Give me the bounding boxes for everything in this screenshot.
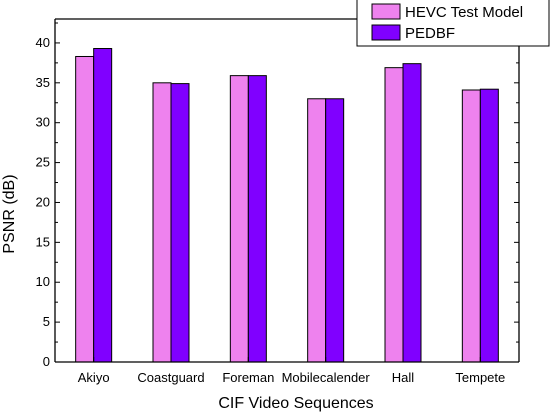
- bar-tempete-pedbf: [479, 88, 499, 363]
- axes-group: [54, 18, 520, 363]
- y-tick-label: 5: [43, 314, 50, 329]
- y-tick-label: 40: [36, 35, 50, 50]
- bar-coastguard-hevc: [152, 82, 172, 363]
- x-axis-title: CIF Video Sequences: [218, 395, 373, 412]
- x-tick-label-coastguard: Coastguard: [137, 370, 204, 385]
- bar-foreman-hevc: [229, 75, 249, 363]
- y-tick-label: 15: [36, 234, 50, 249]
- y-tick-label: 20: [36, 194, 50, 209]
- ticks-group: 0 5 10 15 20 25 30 35 40 Akiyo Coastguard Foreman Mo…: [36, 22, 519, 385]
- y-tick-label: 25: [36, 155, 50, 170]
- bar-akiyo-hevc: [75, 55, 95, 363]
- x-tick-label-tempete: Tempete: [455, 370, 505, 385]
- bar-hall-hevc: [384, 67, 404, 363]
- bar-mobilecalender-hevc: [307, 98, 327, 363]
- legend-label-pedbf: PEDBF: [405, 25, 455, 42]
- bar-hall-pedbf: [402, 63, 422, 363]
- legend: HEVC Test Model PEDBF: [356, 0, 550, 47]
- legend-swatch-pedbf: [371, 24, 401, 41]
- bar-mobilecalender-pedbf: [325, 98, 345, 363]
- y-tick-label: 30: [36, 115, 50, 130]
- bar-coastguard-pedbf: [170, 83, 190, 363]
- legend-swatch-hevc: [371, 3, 401, 20]
- y-tick-label: 10: [36, 274, 50, 289]
- y-tick-label: 0: [43, 354, 50, 369]
- bar-akiyo-pedbf: [93, 48, 113, 363]
- legend-label-hevc: HEVC Test Model: [405, 4, 523, 21]
- y-axis-title: PSNR (dB): [1, 174, 18, 253]
- x-tick-label-akiyo: Akiyo: [78, 370, 110, 385]
- x-tick-label-mobilecalender: Mobilecalender: [282, 370, 371, 385]
- x-tick-label-foreman: Foreman: [222, 370, 274, 385]
- bars-group: [75, 48, 499, 363]
- x-tick-label-hall: Hall: [392, 370, 415, 385]
- bar-tempete-hevc: [461, 89, 481, 363]
- y-tick-label: 35: [36, 75, 50, 90]
- bar-foreman-pedbf: [247, 75, 267, 363]
